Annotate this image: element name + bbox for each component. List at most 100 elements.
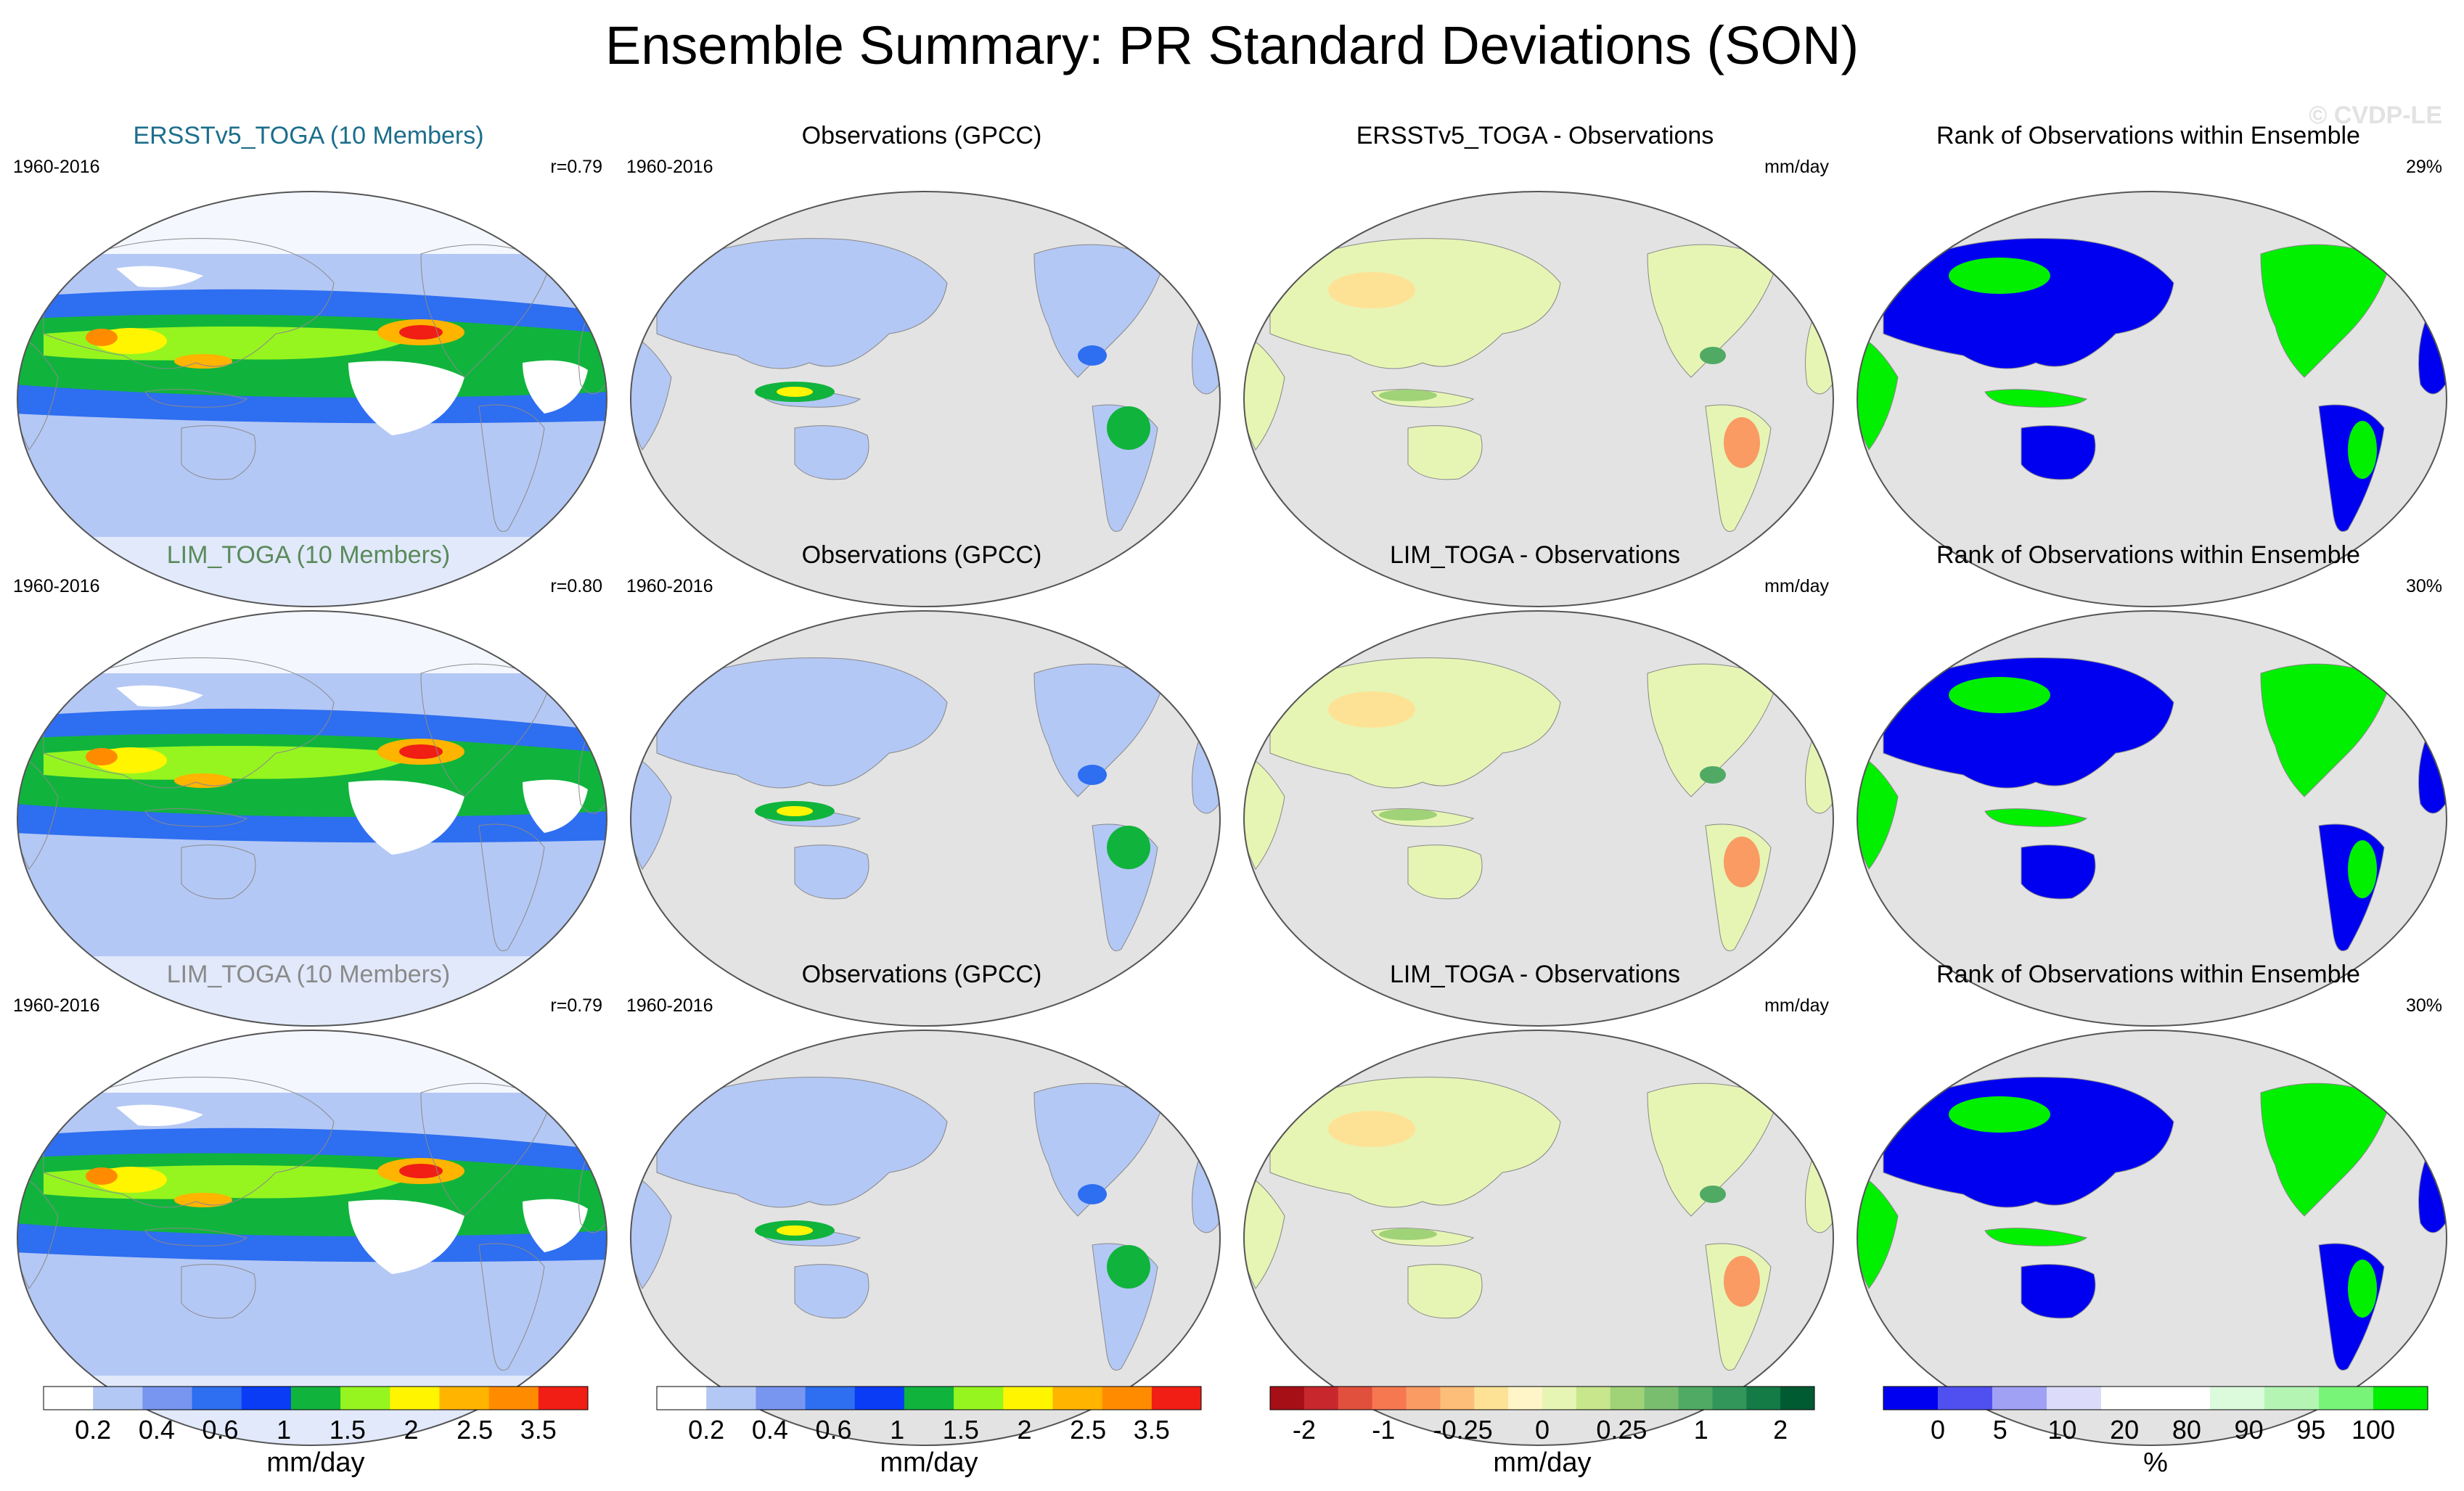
colorbar-swatch bbox=[1883, 1387, 1939, 1410]
colorbar-swatch bbox=[1440, 1387, 1475, 1410]
world-map bbox=[17, 610, 607, 1027]
colorbar-tick-label: 20 bbox=[2110, 1415, 2139, 1445]
colorbar-tick-label: 0.2 bbox=[688, 1415, 724, 1445]
colorbar-swatch bbox=[390, 1387, 440, 1410]
colorbar-tick-label: 3.5 bbox=[520, 1415, 557, 1445]
colorbar-tick-label: -2 bbox=[1293, 1415, 1316, 1445]
panel-correlation: r=0.79 bbox=[550, 995, 602, 1016]
colorbar-tick-label: 2 bbox=[1773, 1415, 1788, 1445]
colorbar-units: mm/day bbox=[266, 1447, 365, 1478]
panel-title: LIM_TOGA (10 Members) bbox=[166, 961, 451, 988]
colorbar-swatch bbox=[2373, 1387, 2428, 1410]
world-map bbox=[1857, 191, 2447, 607]
panel-title: Rank of Observations within Ensemble bbox=[1936, 961, 2360, 988]
colorbar-tick-label: 1.5 bbox=[943, 1415, 979, 1445]
panel-correlation: r=0.79 bbox=[550, 157, 602, 177]
colorbar-tick-label: 0.25 bbox=[1596, 1415, 1647, 1445]
colorbar-swatch bbox=[805, 1387, 856, 1410]
colorbar-tick-label: 95 bbox=[2296, 1415, 2325, 1445]
world-map bbox=[1243, 610, 1834, 1027]
panel-obs: Observations (GPCC) 1960-2016 bbox=[621, 946, 1223, 1446]
world-map bbox=[630, 1030, 1221, 1446]
colorbar-swatch bbox=[2156, 1387, 2211, 1410]
globe-outline bbox=[630, 1030, 1221, 1446]
colorbar-swatch bbox=[1780, 1387, 1815, 1410]
map-field bbox=[1857, 611, 2447, 1026]
colorbar-swatch bbox=[2101, 1387, 2156, 1410]
panel-period: 1960-2016 bbox=[13, 995, 100, 1016]
map-field bbox=[1244, 611, 1833, 1026]
colorbar-swatch bbox=[1151, 1387, 1202, 1410]
colorbar-tick-label: 0 bbox=[1931, 1415, 1945, 1445]
panel-title: LIM_TOGA - Observations bbox=[1390, 961, 1680, 988]
panel-percent: 30% bbox=[2405, 995, 2442, 1016]
colorbar-swatch bbox=[1474, 1387, 1509, 1410]
colorbar-swatch bbox=[2210, 1387, 2265, 1410]
colorbar-swatch bbox=[1992, 1387, 2047, 1410]
map-field bbox=[1244, 192, 1833, 607]
colorbar-swatch bbox=[2319, 1387, 2374, 1410]
colorbar-swatch bbox=[657, 1387, 707, 1410]
colorbar-units: % bbox=[2143, 1447, 2168, 1478]
colorbar-swatch bbox=[1406, 1387, 1441, 1410]
colorbar-tick-label: -1 bbox=[1372, 1415, 1395, 1445]
colorbar-swatch bbox=[1052, 1387, 1103, 1410]
colorbar-tick-label: 2 bbox=[404, 1415, 418, 1445]
colorbar-swatch bbox=[1644, 1387, 1679, 1410]
colorbar-tick-label: 0.4 bbox=[139, 1415, 175, 1445]
world-map bbox=[630, 610, 1221, 1027]
colorbar-tick-label: 5 bbox=[1993, 1415, 2007, 1445]
colorbar-difference: -2 -1 -0.25 0 0.25 1 2 mm/day bbox=[1266, 1382, 1818, 1491]
panel-title: Observations (GPCC) bbox=[801, 961, 1042, 988]
colorbar-swatch bbox=[1003, 1387, 1053, 1410]
colorbar-swatch bbox=[1270, 1387, 1305, 1410]
colorbar-tick-label: 1 bbox=[277, 1415, 291, 1445]
colorbar-swatch bbox=[439, 1387, 490, 1410]
panel-percent: 29% bbox=[2405, 157, 2442, 177]
panel-obs: Observations (GPCC) 1960-2016 bbox=[621, 527, 1223, 1027]
world-map bbox=[630, 191, 1221, 607]
colorbar-swatch bbox=[488, 1387, 539, 1410]
colorbar-tick-label: 0.2 bbox=[75, 1415, 111, 1445]
colorbar-tick-label: 2.5 bbox=[1070, 1415, 1106, 1445]
colorbar-swatch bbox=[290, 1387, 341, 1410]
colorbar-swatch bbox=[1303, 1387, 1339, 1410]
colorbar-tick-label: 1 bbox=[1694, 1415, 1708, 1445]
panel-rank: Rank of Observations within Ensemble 30% bbox=[1847, 527, 2449, 1027]
world-map bbox=[1243, 1030, 1834, 1446]
colorbar-swatch bbox=[756, 1387, 806, 1410]
globe-outline bbox=[17, 610, 607, 1027]
page-title: Ensemble Summary: PR Standard Deviations… bbox=[605, 15, 1859, 75]
map-field bbox=[631, 1030, 1220, 1445]
watermark: © CVDP-LE bbox=[2309, 102, 2442, 129]
globe-outline bbox=[1857, 1030, 2447, 1446]
panel-diff: ERSSTv5_TOGA - Observations mm/day bbox=[1234, 107, 1836, 607]
map-field bbox=[17, 192, 607, 607]
colorbar-swatch bbox=[954, 1387, 1004, 1410]
colorbar-swatch bbox=[1372, 1387, 1407, 1410]
colorbar-swatch bbox=[1338, 1387, 1373, 1410]
globe-outline bbox=[1857, 610, 2447, 1027]
colorbar-tick-label: 0.4 bbox=[752, 1415, 788, 1445]
globe-outline bbox=[1243, 1030, 1834, 1446]
panel-percent: 30% bbox=[2405, 576, 2442, 596]
colorbar-swatch bbox=[1712, 1387, 1747, 1410]
globe-outline bbox=[1243, 610, 1834, 1027]
colorbar-tick-label: 80 bbox=[2172, 1415, 2201, 1445]
colorbar-swatch bbox=[706, 1387, 756, 1410]
panel-title: Rank of Observations within Ensemble bbox=[1936, 122, 2360, 149]
colorbar-tick-label: 0.6 bbox=[202, 1415, 238, 1445]
colorbar-tick-label: 1 bbox=[890, 1415, 904, 1445]
colorbar-swatch bbox=[192, 1387, 242, 1410]
colorbar-swatch bbox=[340, 1387, 390, 1410]
panel-model: ERSSTv5_TOGA (10 Members) 1960-2016 r=0.79 bbox=[7, 107, 610, 607]
panel-units: mm/day bbox=[1764, 576, 1829, 596]
colorbar-swatch bbox=[2047, 1387, 2102, 1410]
panel-obs: Observations (GPCC) 1960-2016 bbox=[621, 107, 1223, 607]
panel-model: LIM_TOGA (10 Members) 1960-2016 r=0.79 bbox=[7, 946, 610, 1446]
panel-title: ERSSTv5_TOGA - Observations bbox=[1356, 122, 1714, 149]
colorbar-tick-label: 1.5 bbox=[330, 1415, 366, 1445]
colorbar-tick-label: 0 bbox=[1535, 1415, 1550, 1445]
colorbar-swatch bbox=[1938, 1387, 1993, 1410]
colorbar-units: mm/day bbox=[880, 1447, 978, 1478]
